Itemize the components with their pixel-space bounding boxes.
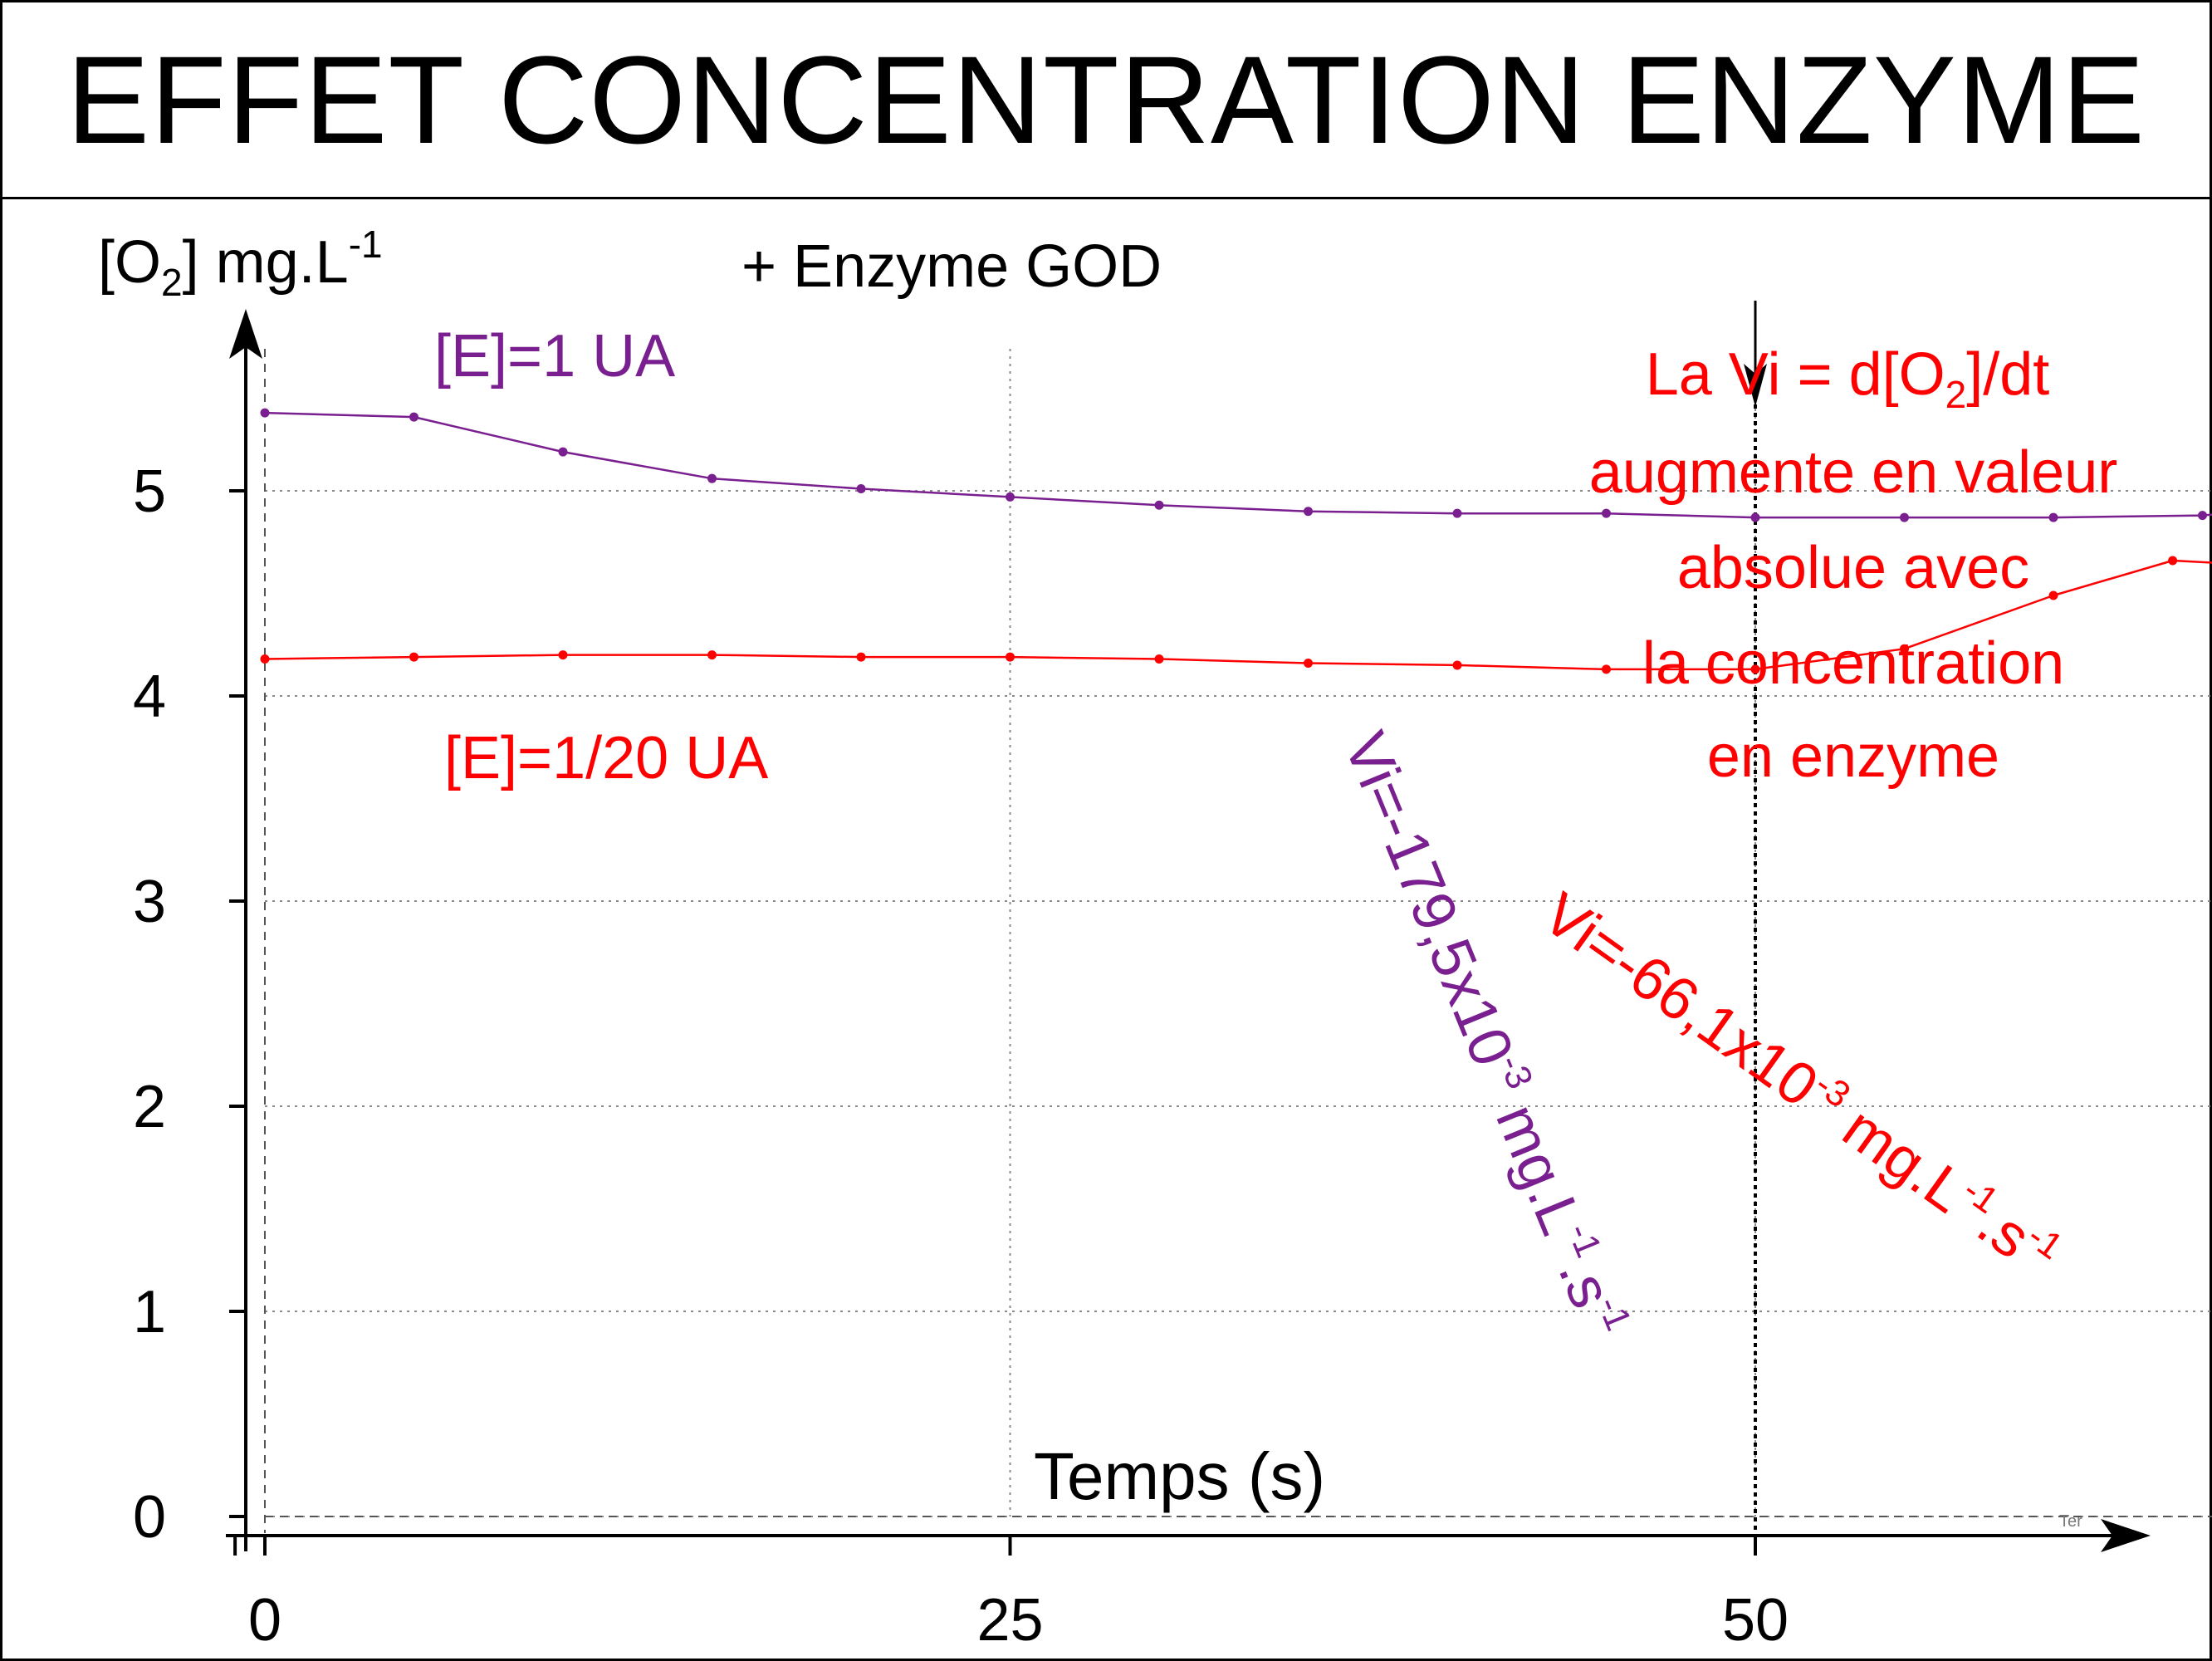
tangent-label-high-unit: mg.L [1477,1080,1595,1244]
tangent-label-high: Vi=-179,5x10-3 mg.L-1.s-1 [1331,723,1639,1347]
series-1-point [1452,660,1462,670]
y-axis-arrow [229,309,262,359]
series-0-point [856,484,866,494]
grid [264,349,2212,1533]
y-axis-label-sup: -1 [349,223,383,266]
y-tick-label-0: 0 [133,1484,166,1551]
annotation-line-1: La Vi = d[O2]/dt [1646,341,2050,416]
series-1-point [1006,652,1015,662]
annotation-line-3: absolue avec [1677,535,2029,601]
series-0-point [1452,508,1462,518]
series-1-point [856,652,866,662]
series-1-point [1602,664,1611,674]
series-1-point [1154,654,1164,664]
series-0-point [1602,508,1611,518]
series-0-point [558,447,568,457]
series-0-point [1750,512,1760,522]
x-axis-label: Temps (s) [1034,1439,1325,1513]
series-0-point [2048,512,2058,522]
annotation-line-1-sub: 2 [1945,373,1967,416]
series-1-point [1750,664,1760,674]
series-0-point [2198,511,2207,521]
annotation-block: La Vi = d[O2]/dt augmente en valeur abso… [1589,341,2117,790]
series-0-point [1900,512,1909,522]
x-tick-label-1: 25 [976,1587,1043,1654]
series-1-point [558,650,568,660]
series-1-point [2168,556,2178,566]
series-1-point [409,652,418,662]
enzyme-addition-marker [1744,301,1767,1533]
series-0-point [1304,507,1313,517]
event-arrow-head [1744,364,1767,407]
event-label: + Enzyme GOD [741,233,1162,300]
y-axis-label: [O2] mg.L-1 [98,223,383,304]
series-0-point [409,412,418,422]
annotation-line-1-text: La Vi = d[O [1646,341,1945,408]
annotation-line-5: en enzyme [1707,723,1999,790]
chart-title-bar: EFFET CONCENTRATION ENZYME [0,0,2212,199]
tangent-label-low-text: Vi=-66,1x10 [1531,880,1830,1120]
tangent-label-low: Vi=-66,1x10-3 mg.L-1.s-1 [1531,878,2070,1290]
y-tick-label-3: 3 [133,869,166,935]
y-axis-label-main: [O [98,229,161,296]
series-label-low: [E]=1/20 UA [444,725,768,791]
series-layer [260,408,2212,674]
tangent-label-high-text: Vi=-179,5x10 [1331,723,1526,1075]
y-axis-label-sub: 2 [161,261,183,304]
series-1-point [707,650,717,660]
y-tick-label-4: 4 [133,664,166,730]
chart-title: EFFET CONCENTRATION ENZYME [66,29,2146,169]
y-tick-label-1: 1 [133,1279,166,1345]
series-1-line [264,559,2212,671]
series-1-point [1304,658,1313,668]
series-0-point [1006,492,1015,502]
series-1-point [260,654,270,664]
x-tick-label-0: 0 [248,1587,281,1654]
series-1-point [2048,590,2058,600]
x-tick-label-2: 50 [1722,1587,1789,1654]
ticks: 0123450255075100 [133,458,1789,1654]
series-0-point [1154,500,1164,510]
y-tick-label-2: 2 [133,1074,166,1140]
y-tick-label-5: 5 [133,458,166,525]
series-0-point [260,408,270,418]
annotation-line-2: augmente en valeur [1589,439,2117,506]
annotation-line-4: la concentration [1642,630,2064,697]
series-1-point [1900,644,1909,654]
annotation-line-1-rest: ]/dt [1966,341,2049,408]
x-axis-arrow [2101,1519,2151,1552]
y-axis-label-rest: ] mg.L [183,229,349,296]
corner-mark: Ter [2059,1512,2082,1531]
axes [226,309,2151,1552]
series-0-point [707,473,717,483]
series-label-high: [E]=1 UA [434,323,675,390]
